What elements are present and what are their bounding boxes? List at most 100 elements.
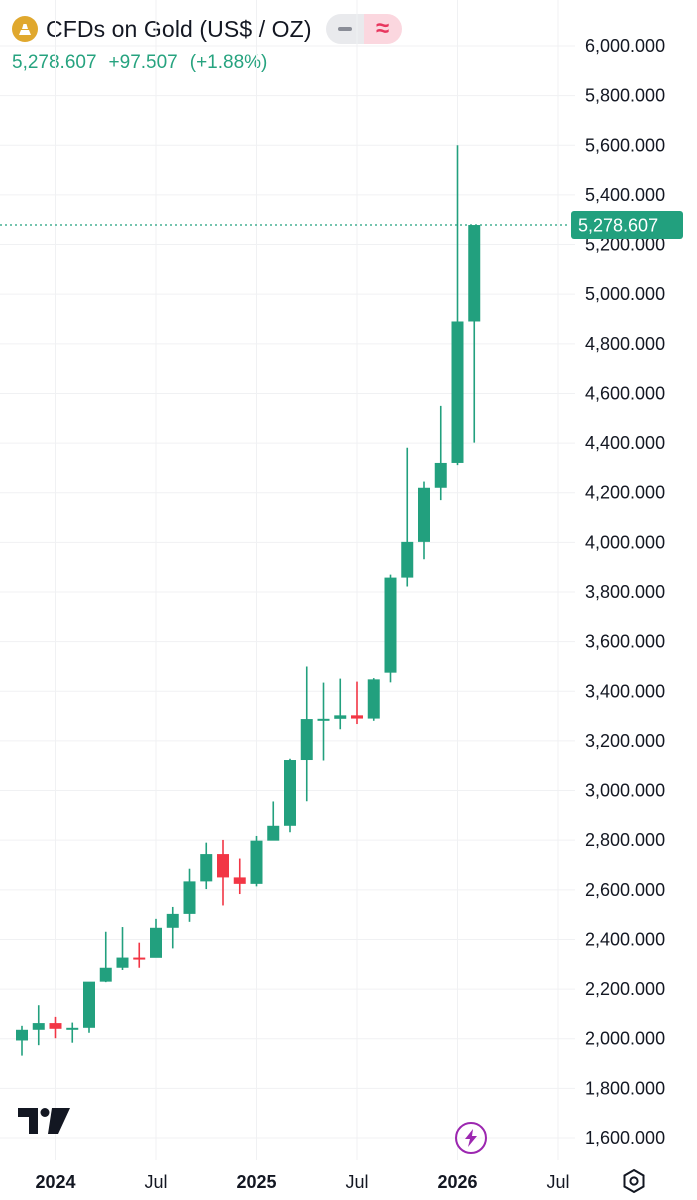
candle[interactable] (267, 801, 280, 841)
y-tick-label: 3,400.000 (585, 681, 665, 701)
candles (16, 145, 481, 1056)
wave-icon: ≈ (375, 15, 390, 42)
candle[interactable] (334, 678, 347, 730)
y-tick-label: 2,400.000 (585, 929, 665, 949)
candle-body (284, 760, 296, 826)
x-axis[interactable]: 2024 Jul 2025 Jul 2026 Jul (35, 1172, 569, 1192)
candle-body (166, 913, 179, 928)
candle-body (233, 877, 246, 884)
candle-body (66, 1027, 79, 1030)
candle-body (99, 967, 112, 982)
price-change-percent: (+1.88%) (189, 52, 268, 73)
y-tick-label: 4,600.000 (585, 383, 665, 403)
candle-body (401, 541, 414, 578)
lightning-icon[interactable] (455, 1122, 487, 1154)
x-tick-label: 2026 (437, 1172, 477, 1192)
candle[interactable] (83, 981, 95, 1033)
tradingview-logo-icon[interactable] (18, 1108, 70, 1134)
candle[interactable] (66, 1022, 79, 1043)
x-tick-label: Jul (546, 1172, 569, 1192)
price-change: +97.507 (108, 52, 178, 73)
candle[interactable] (351, 681, 363, 725)
y-tick-label: 5,200.000 (585, 235, 665, 255)
x-tick-label: 2024 (35, 1172, 75, 1192)
candle[interactable] (16, 1025, 28, 1056)
candle[interactable] (233, 858, 246, 895)
candle[interactable] (183, 868, 196, 922)
x-tick-label: Jul (144, 1172, 167, 1192)
candle-body (217, 854, 229, 878)
y-tick-label: 4,200.000 (585, 483, 665, 503)
y-tick-label: 3,200.000 (585, 731, 665, 751)
candle[interactable] (99, 931, 112, 983)
candle-body (16, 1029, 28, 1041)
candle[interactable] (367, 678, 380, 721)
candle[interactable] (49, 1016, 62, 1039)
candle-body (434, 462, 447, 488)
candle[interactable] (250, 835, 263, 887)
candle[interactable] (116, 927, 129, 970)
candle-body (468, 225, 481, 322)
candle-body (384, 577, 397, 673)
y-tick-label: 4,400.000 (585, 433, 665, 453)
symbol-row[interactable]: CFDs on Gold (US$ / OZ) ≈ (12, 10, 402, 48)
candle-body (32, 1023, 45, 1030)
candle-body (49, 1023, 62, 1029)
candle-body (200, 854, 213, 882)
candle-body (367, 679, 380, 719)
candle-body (150, 927, 162, 958)
candle[interactable] (166, 906, 179, 949)
candle-body (418, 487, 430, 542)
candle-body (133, 957, 146, 960)
y-axis[interactable]: 6,000.000 5,800.000 5,600.000 5,400.000 5,20… (585, 36, 665, 1148)
candle[interactable] (434, 405, 447, 501)
y-tick-label: 6,000.000 (585, 36, 665, 56)
last-price: 5,278.607 (12, 52, 97, 73)
y-tick-label: 2,200.000 (585, 979, 665, 999)
x-tick-label: Jul (345, 1172, 368, 1192)
x-tick-label: 2025 (236, 1172, 276, 1192)
candle-body (83, 981, 95, 1028)
candle[interactable] (150, 918, 162, 958)
price-badge-box (571, 211, 683, 240)
y-tick-label: 4,800.000 (585, 334, 665, 354)
candle[interactable] (418, 481, 430, 560)
candle-body (250, 840, 263, 884)
price-badge-text: 5,278.607 (578, 216, 658, 236)
y-tick-label: 5,800.000 (585, 86, 665, 106)
candle[interactable] (451, 145, 464, 466)
y-tick-label: 4,000.000 (585, 532, 665, 552)
y-tick-label: 2,800.000 (585, 830, 665, 850)
candle[interactable] (217, 839, 229, 906)
candle[interactable] (401, 447, 414, 587)
candle[interactable] (384, 574, 397, 683)
candle[interactable] (300, 666, 313, 802)
candle-body (183, 881, 196, 914)
candle-body (334, 715, 347, 719)
y-tick-label: 3,800.000 (585, 582, 665, 602)
wave-button[interactable]: ≈ (363, 14, 402, 44)
settings-icon[interactable] (621, 1168, 647, 1194)
candle[interactable] (468, 225, 481, 443)
candle-body (300, 719, 313, 761)
candle-body (267, 825, 280, 841)
y-tick-label: 5,000.000 (585, 284, 665, 304)
gold-bars-icon (12, 16, 38, 42)
candle[interactable] (32, 1005, 45, 1046)
y-tick-label: 2,600.000 (585, 880, 665, 900)
price-badge: 5,278.607 (571, 211, 683, 240)
candle[interactable] (133, 942, 146, 968)
y-tick-label: 2,000.000 (585, 1029, 665, 1049)
symbol-title[interactable]: CFDs on Gold (US$ / OZ) (46, 15, 312, 42)
y-tick-label: 1,600.000 (585, 1128, 665, 1148)
chart-header: CFDs on Gold (US$ / OZ) ≈ 5,278.607 +97.… (12, 10, 402, 80)
y-tick-label: 1,800.000 (585, 1078, 665, 1098)
y-tick-label: 3,600.000 (585, 632, 665, 652)
candle[interactable] (284, 758, 296, 833)
candle[interactable] (317, 682, 330, 761)
candle-body (351, 715, 363, 719)
y-tick-label: 5,600.000 (585, 135, 665, 155)
candle[interactable] (200, 842, 213, 890)
candle-body (451, 321, 464, 463)
